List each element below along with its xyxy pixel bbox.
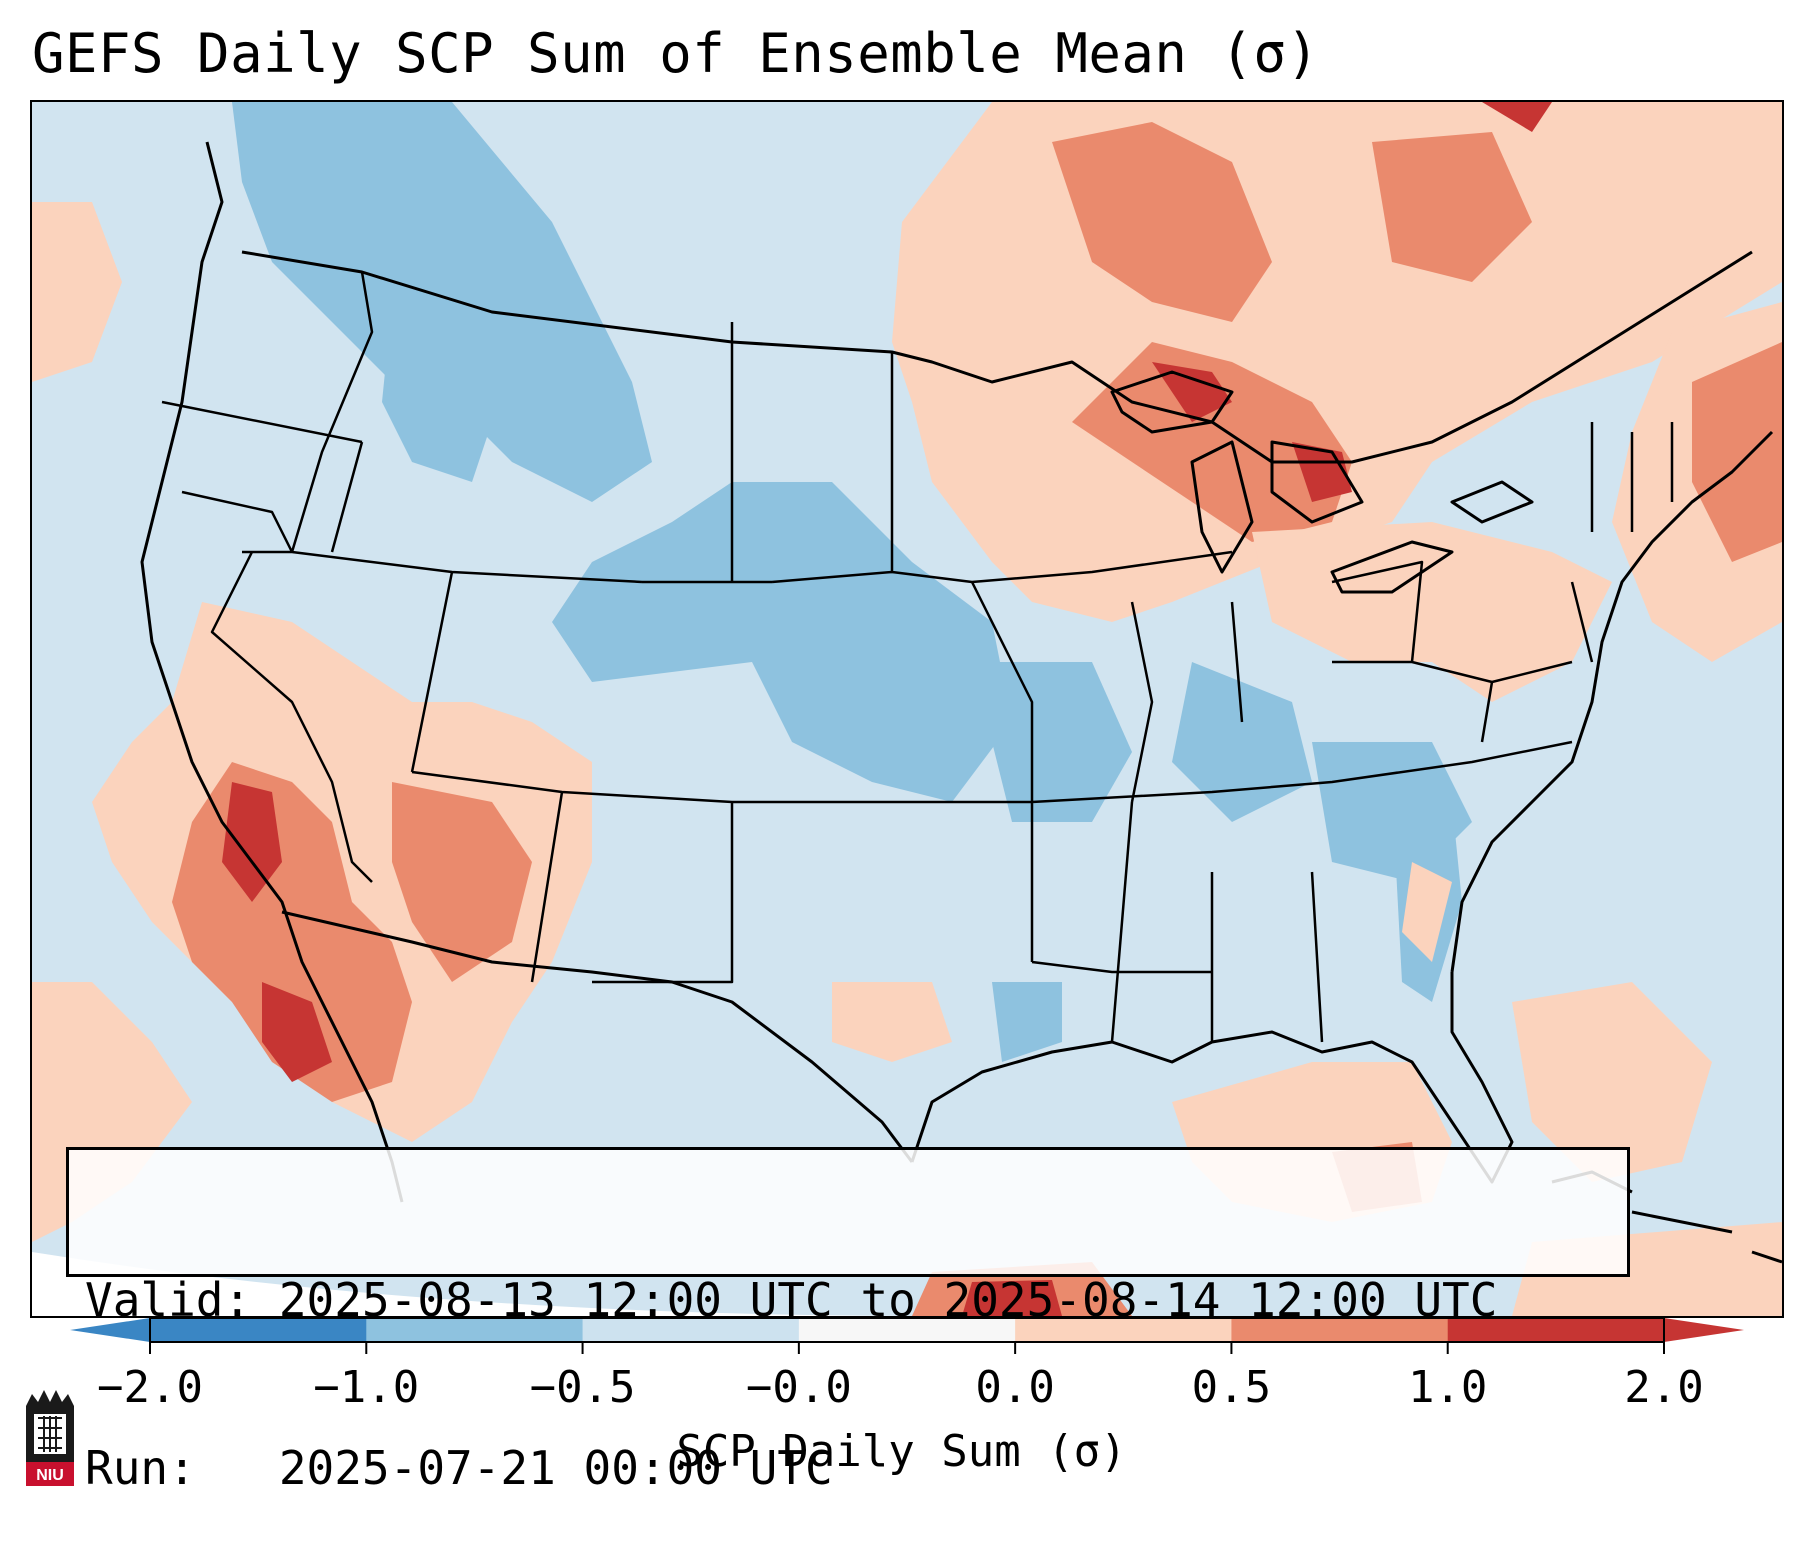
map-panel: [30, 100, 1784, 1318]
anomaly-region: [1072, 342, 1352, 542]
anomaly-region: [32, 202, 122, 382]
east-coast: [1450, 430, 1774, 973]
colorbar-tick-label: −0.5: [529, 1362, 636, 1413]
projection-edge-left: [32, 1252, 932, 1316]
anomaly-region: [962, 1280, 1062, 1316]
anomaly-region: [222, 782, 282, 902]
great-lakes: [1110, 370, 1534, 594]
colorbar-bin: [150, 1318, 367, 1342]
anomaly-region: [262, 982, 332, 1082]
anomaly-region: [1482, 102, 1552, 132]
anomaly-region: [232, 102, 652, 502]
anomaly-region: [1402, 862, 1452, 962]
colorbar-bin: [366, 1318, 584, 1342]
colorbar-bin: [1231, 1318, 1449, 1342]
anomaly-region: [992, 982, 1062, 1062]
colorbar-over-extension: [1664, 1318, 1744, 1342]
anomaly-region: [1172, 662, 1312, 822]
chart-title: GEFS Daily SCP Sum of Ensemble Mean (σ): [32, 22, 1320, 85]
coastlines-and-borders: [140, 141, 1782, 1264]
anomaly-region: [1372, 132, 1532, 282]
us-canada-border: [241, 250, 1753, 464]
anomaly-region: [392, 782, 532, 982]
colorbar-bin: [798, 1318, 1016, 1342]
colorbar-tick-label: 0.0: [975, 1362, 1055, 1413]
colorbar-outline: [149, 1318, 1665, 1343]
anomaly-region: [1292, 442, 1352, 502]
niu-logo-icon: NIU: [26, 1390, 74, 1486]
colorbar-tick-label: 2.0: [1624, 1362, 1704, 1413]
colorbar-bin: [1447, 1318, 1665, 1342]
anomaly-region: [552, 482, 1012, 802]
validity-info-box: Valid: 2025-08-13 12:00 UTC to 2025-08-1…: [66, 1147, 1630, 1495]
anomaly-region: [1152, 362, 1232, 422]
colorbar-bin: [1015, 1318, 1232, 1342]
state-boundaries: [161, 271, 1674, 1043]
anomaly-region: [832, 982, 952, 1062]
run-time-text: Run: 2025-07-21 00:00 UTC: [85, 1441, 833, 1495]
map-canvas: [32, 102, 1782, 1316]
svg-text:NIU: NIU: [36, 1467, 64, 1484]
colorbar-label: SCP Daily Sum (σ): [676, 1426, 1127, 1477]
anomaly-region: [1052, 122, 1272, 322]
anomaly-region: [1512, 982, 1712, 1182]
colorbar-tick-label: −2.0: [97, 1362, 203, 1413]
colorbar-under-extension: [70, 1318, 150, 1342]
west-coast: [140, 141, 404, 1203]
colorbar-tick-label: −1.0: [313, 1362, 420, 1413]
colorbar-bin: [582, 1318, 800, 1342]
colorbar: [70, 1318, 1744, 1354]
colorbar-bins: [150, 1318, 1665, 1342]
colorbar-tick-label: −0.0: [745, 1362, 852, 1413]
gulf-coast: [910, 972, 1514, 1184]
anomaly-region: [382, 302, 492, 482]
anomaly-region: [1692, 342, 1782, 562]
anomaly-field: [32, 102, 1782, 1316]
colorbar-tick-label: 1.0: [1407, 1362, 1488, 1413]
colorbar-ticks: [149, 1342, 1665, 1354]
colorbar-tick-label: 0.5: [1191, 1362, 1272, 1413]
anomaly-region: [982, 662, 1132, 822]
